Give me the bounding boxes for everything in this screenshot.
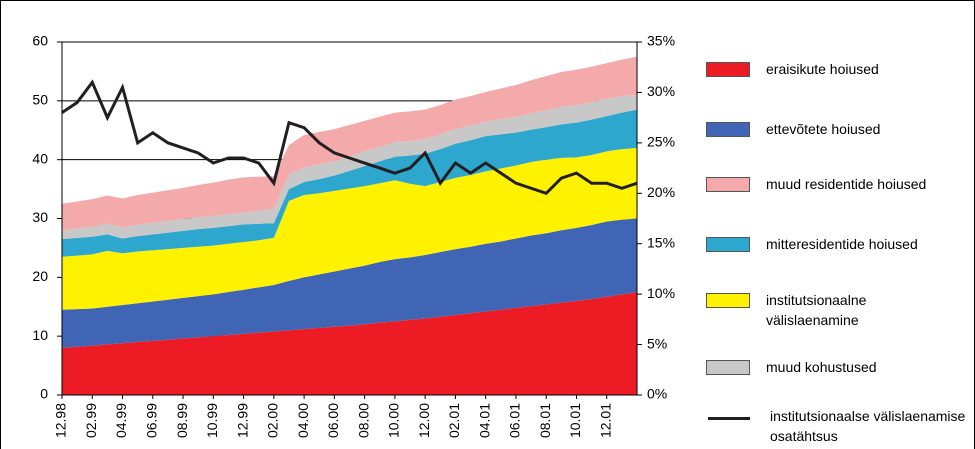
line xyxy=(61,79,638,196)
x-tick-label: 10.99 xyxy=(204,403,220,438)
legend-label: institutsionaalse välislaenamise osatäht… xyxy=(770,408,966,444)
legend-label: ettevõtete hoiused xyxy=(766,121,881,137)
x-tick-label: 02.01 xyxy=(446,403,462,438)
x-tick-label: 04.99 xyxy=(113,403,129,438)
x-tick-label: 02.99 xyxy=(83,403,99,438)
x-tick-label: 02.00 xyxy=(265,403,281,438)
x-tick-label: 12.01 xyxy=(597,403,613,438)
legend-swatch xyxy=(706,293,750,308)
x-tick-label: 08.01 xyxy=(537,403,553,438)
x-tick-label: 12.00 xyxy=(416,403,432,438)
x-tick-label: 06.01 xyxy=(507,403,523,438)
x-tick-label: 10.01 xyxy=(567,403,583,438)
legend-swatch xyxy=(706,237,750,252)
y2-tick-label: 5% xyxy=(647,335,667,351)
legend-swatch xyxy=(706,122,750,137)
x-tick-label: 12.98 xyxy=(53,403,69,438)
y2-tick-label: 20% xyxy=(647,184,675,200)
legend-label: mitteresidentide hoiused xyxy=(766,236,918,252)
x-tick-label: 10.00 xyxy=(386,403,402,438)
legend-label: eraisikute hoiused xyxy=(766,61,879,77)
x-tick-label: 04.00 xyxy=(295,403,311,438)
legend-swatch xyxy=(706,177,750,192)
legend-swatch xyxy=(708,417,750,420)
y-tick-label: 10 xyxy=(32,327,48,343)
legend-label: muud kohustused xyxy=(766,359,877,375)
legend-swatch xyxy=(706,360,750,375)
area xyxy=(62,56,637,231)
legend-swatch xyxy=(706,62,750,77)
x-tick-label: 08.00 xyxy=(355,403,371,438)
y-tick-label: 60 xyxy=(32,33,48,49)
y-tick-label: 50 xyxy=(32,92,48,108)
legend-label: institutsionaalne välislaenamine xyxy=(766,292,867,328)
legend-label: muud residentide hoiused xyxy=(766,176,927,192)
x-tick-label: 08.99 xyxy=(174,403,190,438)
y2-tick-label: 25% xyxy=(647,134,675,150)
area xyxy=(62,109,637,257)
area xyxy=(62,94,637,240)
x-tick-label: 06.99 xyxy=(143,403,159,438)
y2-tick-label: 35% xyxy=(647,33,675,49)
y-tick-label: 30 xyxy=(32,209,48,225)
y2-tick-label: 30% xyxy=(647,83,675,99)
area xyxy=(62,218,637,348)
y-tick-label: 20 xyxy=(32,268,48,284)
area xyxy=(62,292,637,395)
y2-tick-label: 15% xyxy=(647,234,675,250)
x-tick-label: 12.99 xyxy=(234,403,250,438)
y-tick-label: 40 xyxy=(32,150,48,166)
y-tick-label: 0 xyxy=(40,386,48,402)
y2-tick-label: 10% xyxy=(647,285,675,301)
x-tick-label: 04.01 xyxy=(476,403,492,438)
x-tick-label: 06.00 xyxy=(325,403,341,438)
area xyxy=(62,147,637,310)
y2-tick-label: 0% xyxy=(647,386,667,402)
